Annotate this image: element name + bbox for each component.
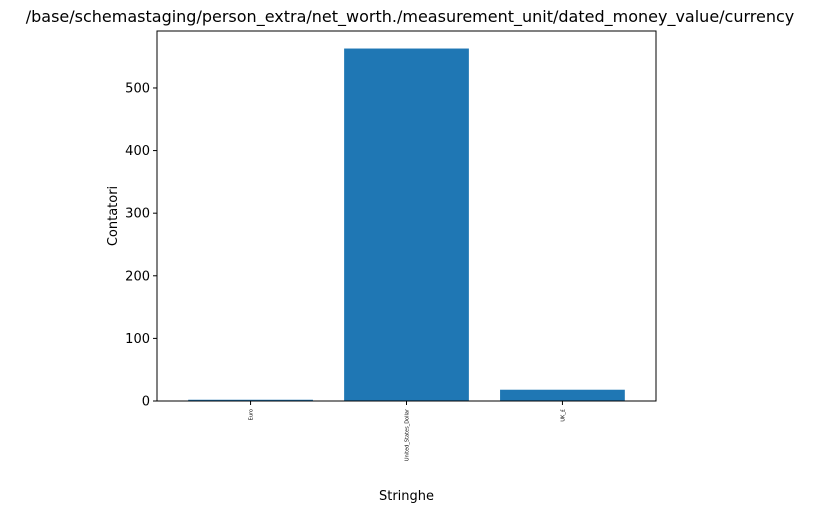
y-tick-label-1: 100 [125, 332, 150, 347]
plot-area [188, 49, 625, 401]
y-tick-label-2: 200 [125, 269, 150, 284]
x-tick-label-1: United_States_Dollar [405, 408, 411, 461]
x-tick-label-2: UK_£ [560, 409, 566, 422]
y-axis: 0 100 200 300 400 500 [125, 81, 157, 409]
x-axis-label: Stringhe [379, 489, 434, 504]
y-tick-label-5: 500 [125, 81, 150, 96]
x-axis: Euro United_States_Dollar UK_£ [249, 401, 567, 461]
y-axis-label: Contatori [106, 186, 121, 246]
bar-2 [500, 390, 625, 401]
y-tick-label-0: 0 [142, 395, 150, 410]
bar-1 [344, 49, 469, 401]
x-tick-label-0: Euro [249, 409, 255, 420]
chart-title: /base/schemastaging/person_extra/net_wor… [26, 7, 795, 27]
y-tick-label-3: 300 [125, 207, 150, 222]
y-tick-label-4: 400 [125, 144, 150, 159]
